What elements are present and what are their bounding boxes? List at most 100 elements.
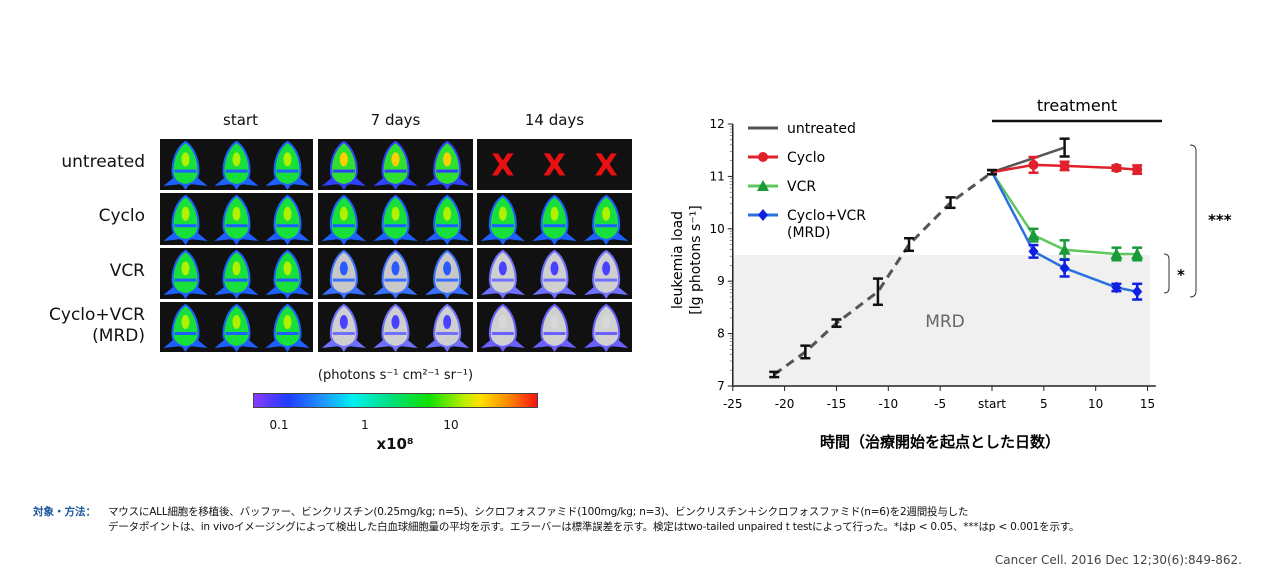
mouse-image <box>214 140 259 190</box>
row-label-cyclo-vcr-line1: Cyclo+VCR <box>49 305 145 325</box>
mouse-image <box>214 194 259 245</box>
colorbar-tick: 10 <box>443 418 459 432</box>
row-label-cyclo-vcr-line2: (MRD) <box>92 326 145 346</box>
colorbar-multiplier: x10⁸ <box>376 435 414 453</box>
mouse-image <box>265 249 310 299</box>
data-point-cyclo-vcr <box>1132 285 1143 298</box>
significance-bracket-outer <box>1189 144 1197 298</box>
y-axis-label-unit: [lg photons s⁻¹] <box>688 205 704 314</box>
mouse-image <box>584 249 629 299</box>
imaging-cell <box>160 193 313 245</box>
treatment-label: treatment <box>1037 96 1117 115</box>
footnote-label: 対象・方法： <box>33 506 96 518</box>
data-point-cyclo-vcr <box>1111 281 1122 294</box>
x-tick-label: start <box>978 397 1006 411</box>
mouse-image <box>321 303 366 352</box>
mouse-image <box>532 303 577 352</box>
y-tick-label: 9 <box>717 274 725 288</box>
imaging-cell <box>318 302 473 352</box>
footnote-line2: データポイントは、in vivoイメージングによって検出した白血球細胞量の平均を… <box>108 521 1080 533</box>
imaging-cell <box>318 248 473 299</box>
mouse-image <box>425 140 470 190</box>
row-label-vcr: VCR <box>109 261 145 281</box>
row-label-cyclo-vcr: Cyclo+VCR (MRD) <box>0 305 145 347</box>
y-axis-label: leukemia load <box>670 211 686 309</box>
data-point-cyclo <box>1059 160 1070 171</box>
mrd-region <box>732 255 1150 386</box>
column-header-14-days: 14 days <box>524 111 585 129</box>
legend-label-cyclo-vcr-line2: (MRD) <box>787 225 831 241</box>
y-tick-label: 10 <box>709 222 724 236</box>
citation: Cancer Cell. 2016 Dec 12;30(6):849-862. <box>994 553 1242 567</box>
mouse-image <box>163 249 208 299</box>
mouse-image <box>265 303 310 352</box>
mouse-image <box>321 194 366 245</box>
mouse-image <box>532 194 577 245</box>
y-tick-label: 11 <box>709 169 724 183</box>
row-label-untreated: untreated <box>61 152 145 172</box>
legend-label-cyclo-vcr: Cyclo+VCR <box>787 208 866 224</box>
mouse-image <box>373 194 418 245</box>
mouse-image <box>265 194 310 245</box>
mouse-image <box>214 303 259 352</box>
legend-marker-cyclo-vcr <box>758 209 768 221</box>
column-header-start: start <box>223 111 258 129</box>
mouse-image <box>532 249 577 299</box>
y-tick-label: 7 <box>717 379 725 393</box>
x-tick-label: -5 <box>934 397 946 411</box>
mouse-image <box>373 249 418 299</box>
mouse-image <box>373 303 418 352</box>
significance-label: * <box>1177 266 1185 284</box>
legend-label-untreated: untreated <box>787 121 856 137</box>
mouse-image <box>265 140 310 190</box>
data-point-cyclo-vcr <box>1028 245 1039 258</box>
leukemia-load-chart: MRD -25 -20 -15 -10 -5 start 5 10 15 7 8 9 10 11 12 un… <box>670 96 1232 451</box>
imaging-cell <box>160 248 313 299</box>
x-tick-label: -10 <box>878 397 898 411</box>
mouse-image <box>584 194 629 245</box>
mouse-image <box>321 140 366 190</box>
dead-marker: X <box>543 149 566 184</box>
mouse-image <box>480 303 525 352</box>
mouse-image <box>480 194 525 245</box>
imaging-cell <box>477 302 632 352</box>
colorbar <box>253 393 538 408</box>
mouse-image <box>425 303 470 352</box>
data-point-cyclo <box>1111 163 1122 174</box>
x-tick-label: 5 <box>1040 397 1048 411</box>
data-point-cyclo <box>1028 159 1039 170</box>
imaging-cell <box>160 139 313 190</box>
imaging-cell <box>477 248 632 299</box>
series-line-untreated <box>991 146 1065 174</box>
imaging-cell <box>318 193 473 245</box>
mouse-image <box>163 140 208 190</box>
x-tick-label: -25 <box>723 397 743 411</box>
data-point-vcr <box>1027 229 1040 241</box>
dead-marker: X <box>491 149 514 184</box>
data-point-vcr <box>1110 247 1123 259</box>
imaging-cell <box>318 139 473 190</box>
mouse-image <box>163 303 208 352</box>
mouse-image <box>321 249 366 299</box>
footnote-line1: マウスにALL細胞を移植後、バッファー、ビンクリスチン(0.25mg/kg; n… <box>108 506 969 518</box>
y-tick-label: 8 <box>717 327 725 341</box>
y-tick-label: 12 <box>709 117 724 131</box>
x-tick-label: 15 <box>1140 397 1155 411</box>
data-point-cyclo <box>1132 164 1143 175</box>
dead-marker: X <box>595 149 618 184</box>
mouse-image <box>425 249 470 299</box>
legend-label-cyclo: Cyclo <box>787 150 825 166</box>
mouse-image <box>214 249 259 299</box>
colorbar-unit: (photons s⁻¹ cm²⁻¹ sr⁻¹) <box>317 368 474 383</box>
x-tick-label: 10 <box>1088 397 1103 411</box>
column-header-7-days: 7 days <box>370 111 421 129</box>
mouse-image <box>584 303 629 352</box>
colorbar-tick: 0.1 <box>269 418 289 432</box>
mouse-image <box>163 194 208 245</box>
mouse-image <box>425 194 470 245</box>
legend-label-vcr: VCR <box>787 179 816 195</box>
x-axis-label: 時間（治療開始を起点とした日数） <box>820 433 1060 451</box>
mouse-image <box>373 140 418 190</box>
data-point-cyclo-vcr <box>1059 262 1070 275</box>
